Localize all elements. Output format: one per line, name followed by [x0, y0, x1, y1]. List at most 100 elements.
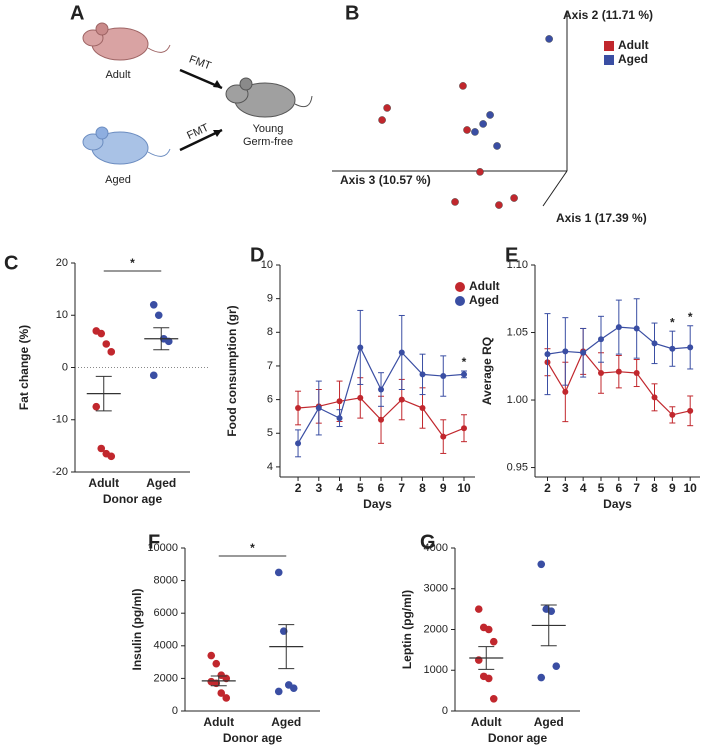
panel-letter: D	[250, 244, 264, 266]
y-tick-label: 0.95	[507, 461, 528, 473]
point	[336, 398, 343, 405]
y-tick-label: 0	[442, 705, 448, 717]
x-tick-label: 10	[684, 481, 698, 495]
x-tick-label: 4	[580, 481, 587, 495]
x-tick-label: 2	[295, 481, 302, 495]
point	[378, 116, 386, 124]
x-tick-label: 5	[598, 481, 605, 495]
recipient-label: Germ-free	[243, 136, 293, 148]
point	[378, 416, 385, 423]
point	[461, 371, 468, 378]
point	[651, 340, 658, 347]
panel-letter: C	[4, 252, 18, 274]
x-axis-title: Donor age	[488, 731, 548, 745]
point	[651, 394, 658, 401]
point	[461, 425, 468, 432]
y-tick-label: 4000	[424, 542, 448, 554]
y-tick-label: 1.10	[507, 259, 528, 271]
point	[493, 142, 501, 150]
point	[383, 104, 391, 112]
axis-label: Axis 3 (10.57 %)	[340, 173, 431, 187]
x-tick-label: Adult	[88, 476, 119, 490]
point	[562, 388, 569, 395]
y-tick-label: 7	[267, 360, 273, 372]
point	[489, 637, 498, 646]
x-tick-label: Adult	[471, 715, 502, 729]
legend-label: Aged	[469, 293, 499, 307]
x-tick-label: Aged	[271, 715, 301, 729]
point	[459, 82, 467, 90]
x-tick-label: 4	[336, 481, 343, 495]
arrowhead	[213, 130, 222, 137]
x-tick-label: Aged	[534, 715, 564, 729]
point	[463, 126, 471, 134]
point	[615, 324, 622, 331]
panel-letter: G	[420, 531, 436, 553]
aged-mouse	[82, 126, 171, 165]
y-tick-label: 10	[261, 259, 273, 271]
point	[669, 345, 676, 352]
x-axis-title: Donor age	[103, 492, 163, 506]
significance-label: *	[250, 541, 255, 555]
axis-label: Axis 2 (11.71 %)	[563, 8, 653, 22]
point	[107, 348, 116, 356]
y-tick-label: 2000	[424, 623, 448, 635]
arrow-label: FMT	[185, 122, 211, 143]
donor-label: Adult	[105, 69, 130, 81]
significance-label: *	[130, 256, 135, 270]
point	[274, 687, 283, 696]
y-tick-label: 1.00	[507, 394, 528, 406]
point	[315, 405, 322, 412]
y-tick-label: 0	[172, 705, 178, 717]
y-tick-label: 8000	[154, 575, 178, 587]
point	[552, 662, 561, 670]
x-tick-label: 8	[651, 481, 658, 495]
legend-swatch	[604, 55, 614, 65]
point	[440, 373, 447, 380]
x-tick-label: 8	[419, 481, 426, 495]
point	[295, 440, 302, 447]
point	[633, 325, 640, 332]
point	[484, 674, 493, 683]
y-tick-label: 5	[267, 427, 273, 439]
point	[164, 337, 173, 346]
x-axis-title: Donor age	[223, 731, 283, 745]
point	[479, 120, 487, 128]
y-tick-label: -20	[52, 466, 68, 478]
point	[633, 370, 640, 377]
pcoa-axes: Axis 2 (11.71 %) Axis 3 (10.57 %) Axis 1…	[332, 8, 653, 225]
y-axis-title: Fat change (%)	[17, 325, 31, 410]
point	[687, 344, 694, 351]
point	[580, 349, 587, 356]
legend-swatch	[455, 296, 465, 306]
point	[274, 568, 283, 577]
point	[440, 433, 447, 440]
point	[451, 198, 459, 206]
point	[474, 605, 483, 613]
point	[279, 627, 288, 635]
point	[222, 694, 231, 702]
x-axis-title: Days	[363, 497, 392, 511]
point	[207, 651, 216, 660]
point	[562, 348, 569, 355]
point	[398, 349, 405, 356]
point	[545, 35, 553, 43]
y-axis-title: Average RQ	[480, 337, 494, 405]
point	[510, 194, 518, 202]
recipient-label: Young	[253, 123, 284, 135]
point	[419, 371, 426, 378]
point	[669, 411, 676, 418]
x-tick-label: 3	[562, 481, 569, 495]
adult-mouse	[82, 22, 171, 61]
point	[107, 452, 116, 461]
legend-swatch	[455, 282, 465, 292]
point	[92, 402, 101, 411]
point	[154, 311, 163, 320]
point	[495, 201, 503, 209]
x-tick-label: 7	[398, 481, 405, 495]
x-tick-label: 10	[457, 481, 471, 495]
y-tick-label: 9	[267, 293, 273, 305]
point	[537, 560, 546, 569]
germ-free-mouse	[225, 77, 313, 118]
